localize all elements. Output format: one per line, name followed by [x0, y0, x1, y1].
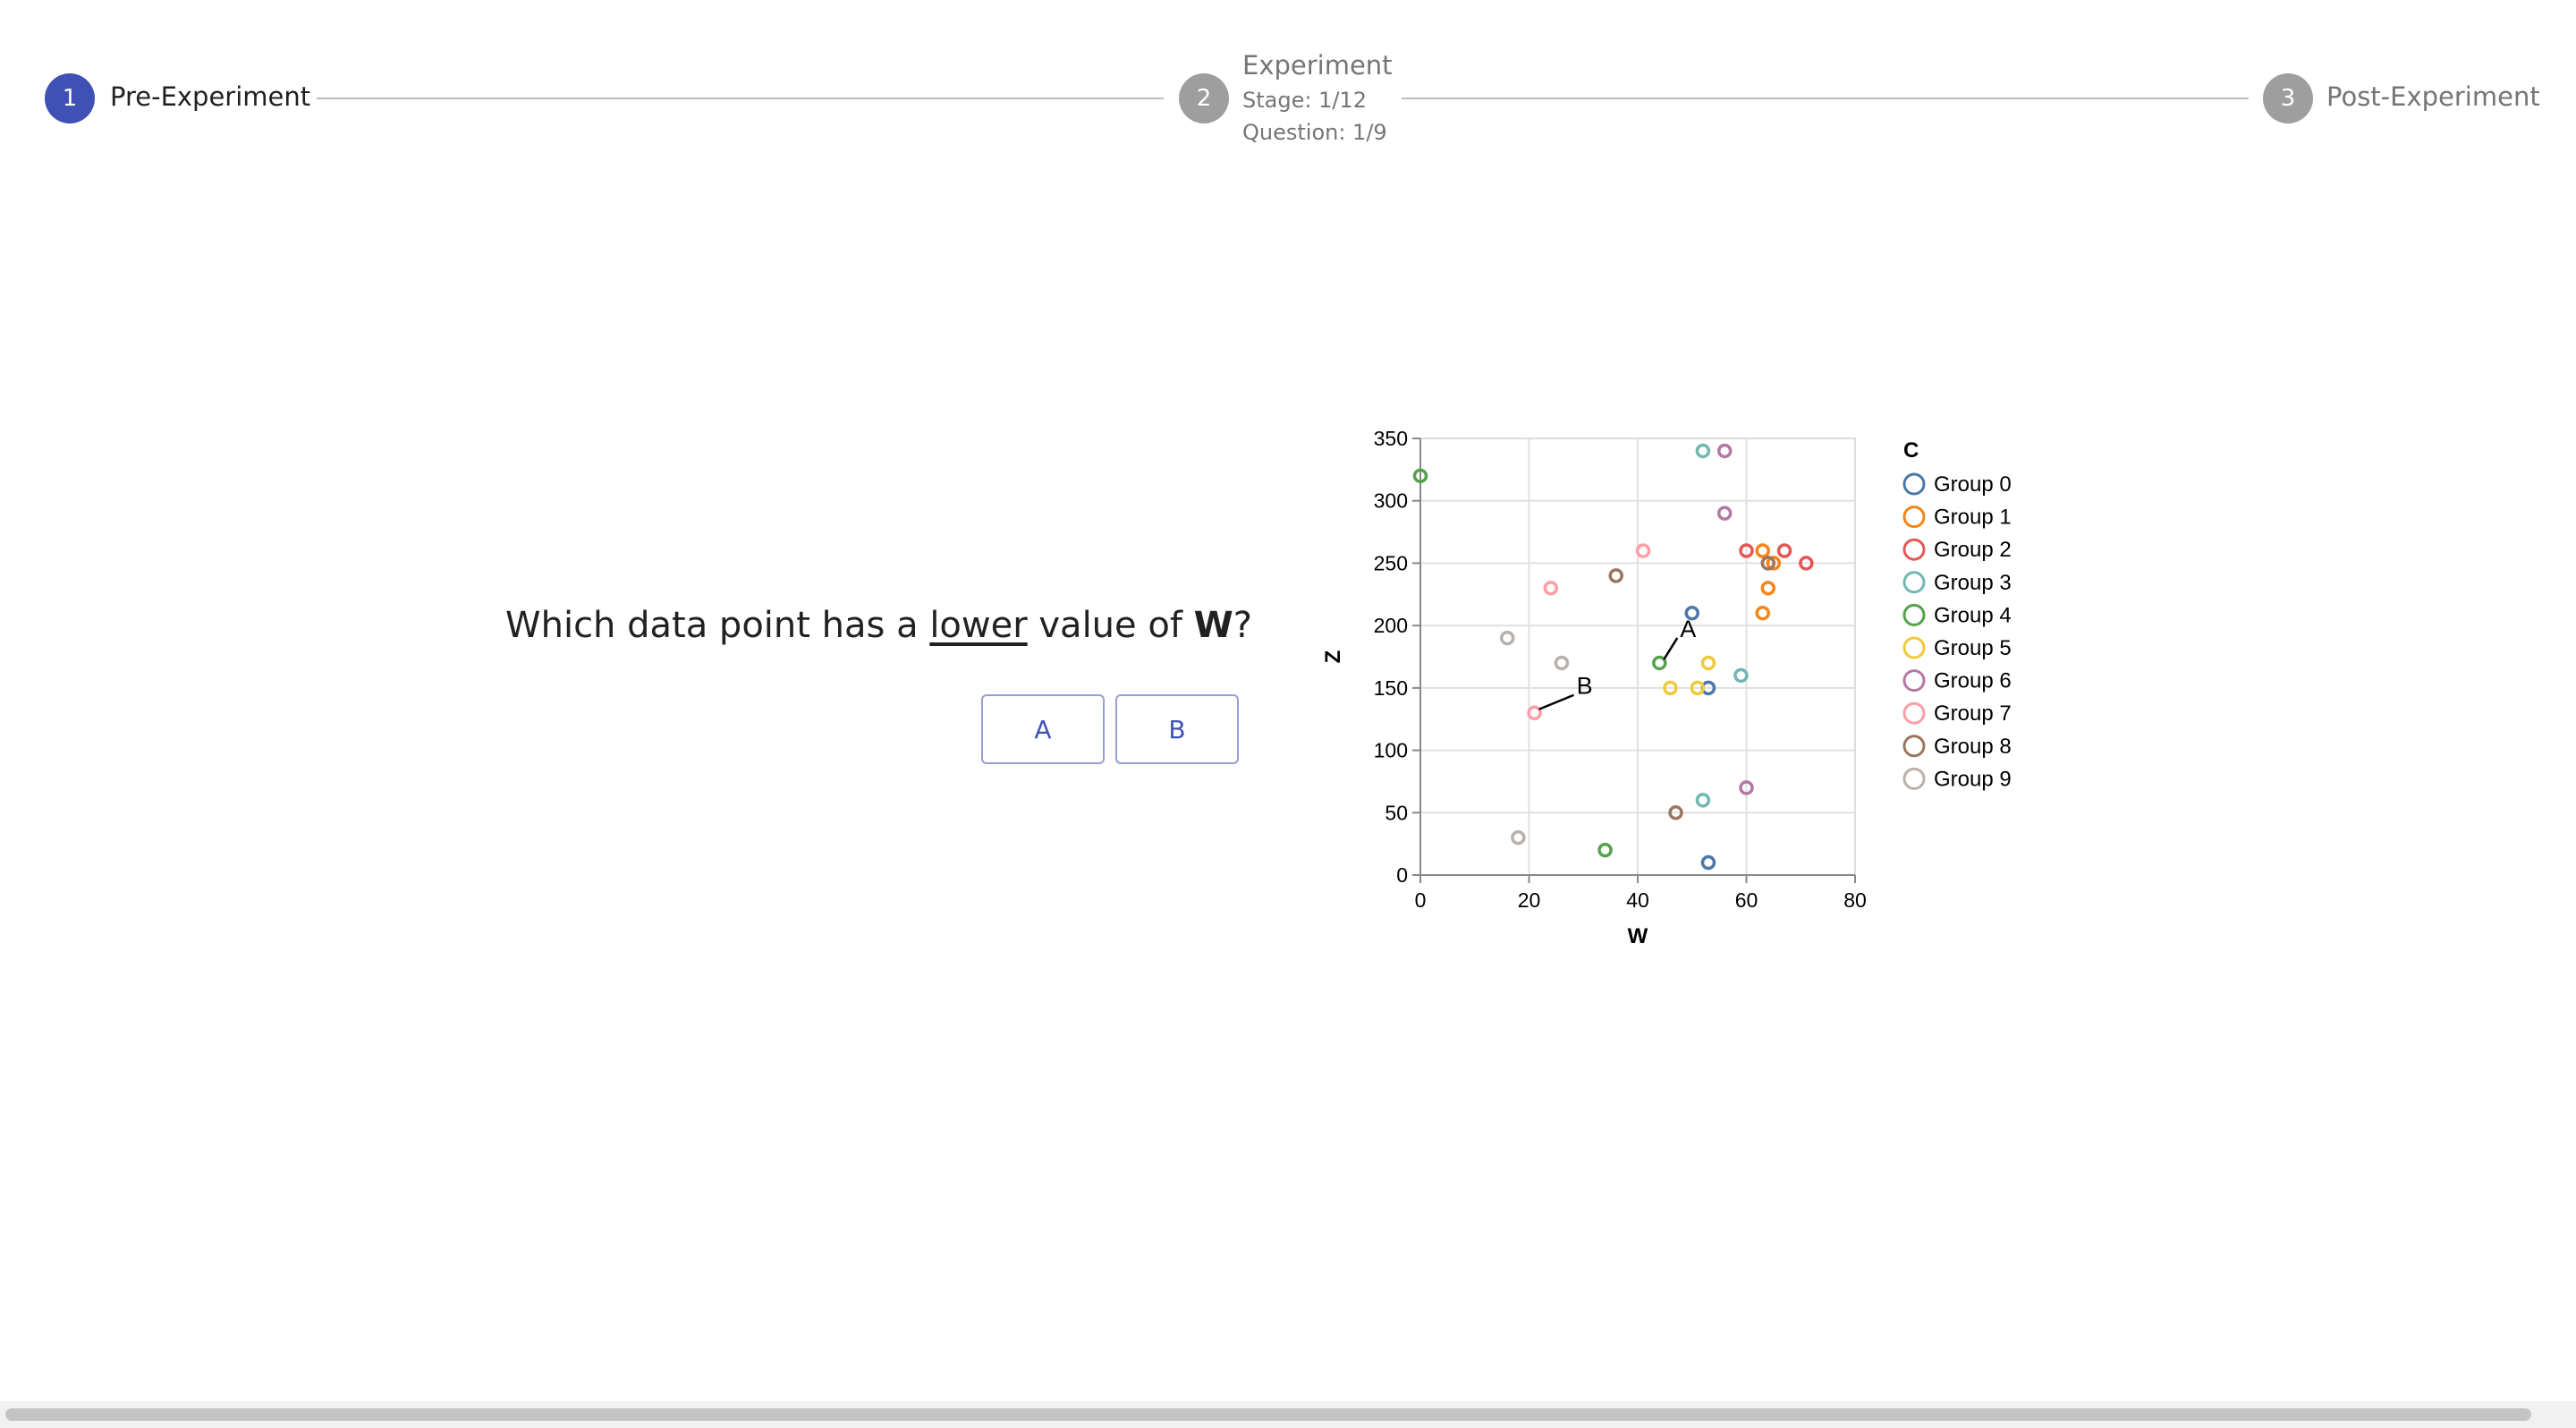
- step-connector-2: [1402, 98, 2249, 99]
- data-point: [1597, 842, 1613, 858]
- x-tick-label: 60: [1735, 888, 1758, 912]
- annotation-leader-line: [1663, 637, 1679, 660]
- legend-symbol: [1902, 669, 1926, 693]
- question-emphasis: lower: [929, 605, 1028, 646]
- scatter-chart: 0 20 40 60 80 0 50 100 150 200 250 300 350 W Z A B C Group…: [1321, 427, 2012, 948]
- legend-label: Group 9: [1934, 767, 2012, 791]
- stepper: 1 Pre-Experiment 2 Experiment Stage: 1/1…: [0, 0, 2576, 161]
- x-axis-title: W: [1628, 924, 1648, 948]
- x-tick-label: 0: [1415, 888, 1427, 912]
- data-point: [1700, 854, 1716, 871]
- y-tick-label: 100: [1374, 739, 1408, 762]
- data-point: [1511, 829, 1526, 846]
- legend-label: Group 0: [1934, 472, 2012, 497]
- question-prefix: Which data point has a: [505, 605, 930, 646]
- y-tick-label: 350: [1374, 427, 1408, 450]
- legend-symbol: [1902, 701, 1926, 725]
- data-point: [1690, 680, 1706, 696]
- legend-label: Group 4: [1934, 603, 2012, 627]
- legend-label: Group 7: [1934, 701, 2012, 726]
- legend-symbol: [1902, 538, 1926, 561]
- data-point: [1766, 556, 1782, 571]
- legend-symbol: [1902, 603, 1926, 626]
- y-tick-label: 50: [1385, 801, 1408, 824]
- y-tick-label: 200: [1374, 614, 1408, 637]
- step-3-label: Post-Experiment: [2326, 81, 2540, 112]
- step-2-number: 2: [1196, 85, 1212, 112]
- step-2-question: Question: 1/9: [1242, 120, 1387, 145]
- legend-label: Group 3: [1934, 571, 2012, 595]
- x-tick-label: 20: [1518, 888, 1541, 912]
- step-2-circle: 2: [1179, 73, 1229, 123]
- data-point: [1700, 655, 1716, 671]
- step-3-circle: 3: [2263, 73, 2313, 123]
- data-point: [1668, 805, 1683, 820]
- data-point: [1695, 443, 1711, 459]
- data-point: [1760, 581, 1776, 596]
- step-1-label: Pre-Experiment: [110, 81, 311, 112]
- answer-b-button[interactable]: B: [1115, 694, 1239, 764]
- x-tick-label: 80: [1843, 888, 1867, 912]
- data-point: [1716, 443, 1733, 459]
- legend-title: C: [1903, 438, 1919, 463]
- data-point: [1739, 543, 1754, 558]
- data-point: [1652, 655, 1667, 671]
- data-point: [1799, 556, 1814, 571]
- question-middle: value of: [1027, 605, 1194, 646]
- data-point: [1635, 543, 1651, 558]
- legend-label: Group 1: [1934, 506, 2012, 530]
- question-variable: W: [1193, 605, 1233, 646]
- x-tick-label: 40: [1626, 888, 1649, 912]
- annotation-label: B: [1577, 673, 1593, 700]
- step-3-number: 3: [2280, 85, 2296, 112]
- data-point: [1663, 680, 1678, 696]
- question-suffix: ?: [1233, 605, 1252, 646]
- answer-a-button[interactable]: A: [981, 694, 1105, 764]
- data-point: [1554, 655, 1570, 671]
- y-tick-label: 300: [1374, 489, 1408, 513]
- legend-symbol: [1902, 767, 1926, 790]
- data-point: [1739, 780, 1754, 795]
- legend-symbol: [1902, 636, 1926, 659]
- legend-symbol: [1902, 472, 1926, 496]
- data-point: [1608, 568, 1623, 583]
- answer-b-label: B: [1168, 714, 1186, 744]
- question-text: Which data point has a lower value of W?: [501, 605, 1252, 646]
- y-axis-title: Z: [1321, 650, 1345, 664]
- data-point: [1733, 667, 1749, 684]
- data-point: [1755, 543, 1770, 558]
- step-2-stage: Stage: 1/12: [1242, 88, 1367, 113]
- data-point: [1760, 556, 1776, 571]
- step-1-number: 1: [62, 85, 78, 112]
- data-point: [1499, 630, 1515, 646]
- y-tick-label: 150: [1374, 676, 1408, 700]
- data-point: [1543, 581, 1559, 596]
- annotation-leader-line: [1538, 693, 1575, 710]
- step-1-circle: 1: [45, 73, 95, 123]
- step-connector-1: [317, 98, 1164, 99]
- data-point: [1776, 543, 1792, 558]
- annotation-label: A: [1680, 616, 1696, 642]
- legend-symbol: [1902, 571, 1926, 594]
- legend-label: Group 5: [1934, 636, 2012, 660]
- legend-label: Group 2: [1934, 538, 2012, 562]
- data-point: [1716, 506, 1733, 521]
- legend-symbol: [1902, 735, 1926, 758]
- y-tick-label: 250: [1374, 551, 1408, 574]
- data-point: [1412, 468, 1428, 484]
- legend-label: Group 8: [1934, 735, 2012, 759]
- horizontal-scrollbar-thumb[interactable]: [5, 1408, 2531, 1421]
- data-point: [1684, 605, 1699, 621]
- answer-a-label: A: [1034, 714, 1052, 744]
- data-point: [1755, 605, 1770, 621]
- legend-symbol: [1902, 506, 1926, 529]
- step-2-label: Experiment: [1242, 50, 1393, 81]
- y-tick-label: 0: [1396, 863, 1408, 887]
- data-point: [1695, 793, 1711, 808]
- data-point: [1527, 705, 1542, 720]
- legend-label: Group 6: [1934, 669, 2012, 693]
